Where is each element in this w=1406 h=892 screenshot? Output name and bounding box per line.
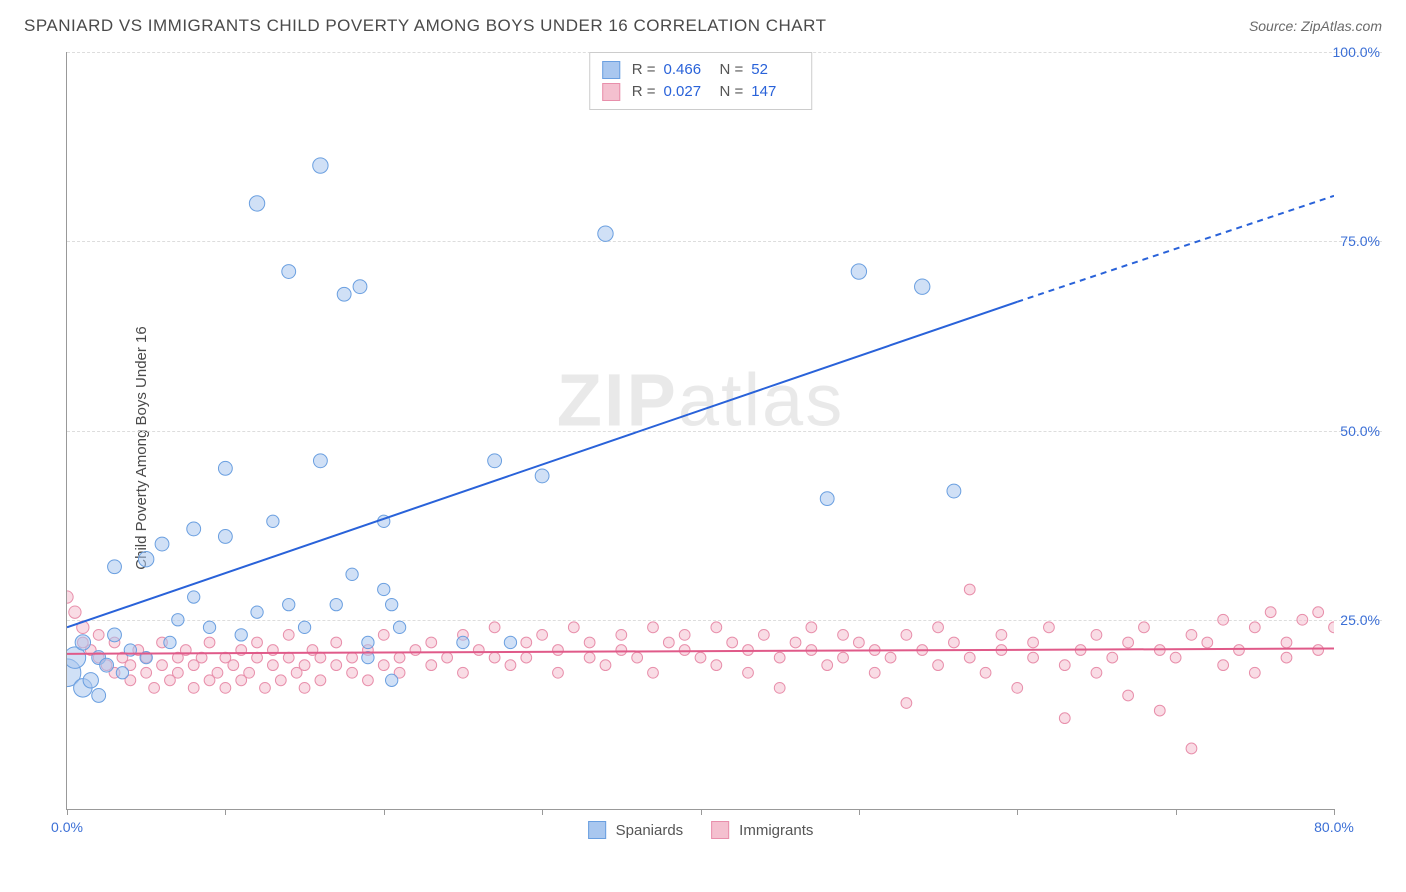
series-label-immigrants: Immigrants [739,822,813,839]
r-value-spaniards: 0.466 [664,59,712,81]
n-label: N = [720,81,744,103]
n-value-spaniards: 52 [751,59,799,81]
source-attribution: Source: ZipAtlas.com [1249,18,1382,34]
y-tick-label: 75.0% [1340,233,1380,249]
scatter-svg [67,52,1334,809]
y-tick-label: 50.0% [1340,423,1380,439]
swatch-immigrants [602,83,620,101]
r-label: R = [632,81,656,103]
n-label: N = [720,59,744,81]
source-prefix: Source: [1249,18,1301,34]
legend-item-spaniards: Spaniards [588,821,684,839]
n-value-immigrants: 147 [751,81,799,103]
plot-region: ZIPatlas R = 0.466 N = 52 R = 0.027 N = … [66,52,1334,810]
series-legend: Spaniards Immigrants [588,821,814,839]
x-tick-label: 80.0% [1314,819,1354,835]
y-tick-label: 100.0% [1333,44,1380,60]
legend-item-immigrants: Immigrants [711,821,813,839]
correlation-legend: R = 0.466 N = 52 R = 0.027 N = 147 [589,52,813,110]
swatch-immigrants [711,821,729,839]
r-value-immigrants: 0.027 [664,81,712,103]
legend-row-spaniards: R = 0.466 N = 52 [602,59,800,81]
chart-title: SPANIARD VS IMMIGRANTS CHILD POVERTY AMO… [24,16,826,36]
chart-area: Child Poverty Among Boys Under 16 ZIPatl… [48,52,1382,844]
r-label: R = [632,59,656,81]
y-tick-label: 25.0% [1340,612,1380,628]
legend-row-immigrants: R = 0.027 N = 147 [602,81,800,103]
series-label-spaniards: Spaniards [616,822,684,839]
source-name: ZipAtlas.com [1301,18,1382,34]
swatch-spaniards [602,61,620,79]
x-tick-label: 0.0% [51,819,83,835]
chart-header: SPANIARD VS IMMIGRANTS CHILD POVERTY AMO… [0,0,1406,44]
swatch-spaniards [588,821,606,839]
